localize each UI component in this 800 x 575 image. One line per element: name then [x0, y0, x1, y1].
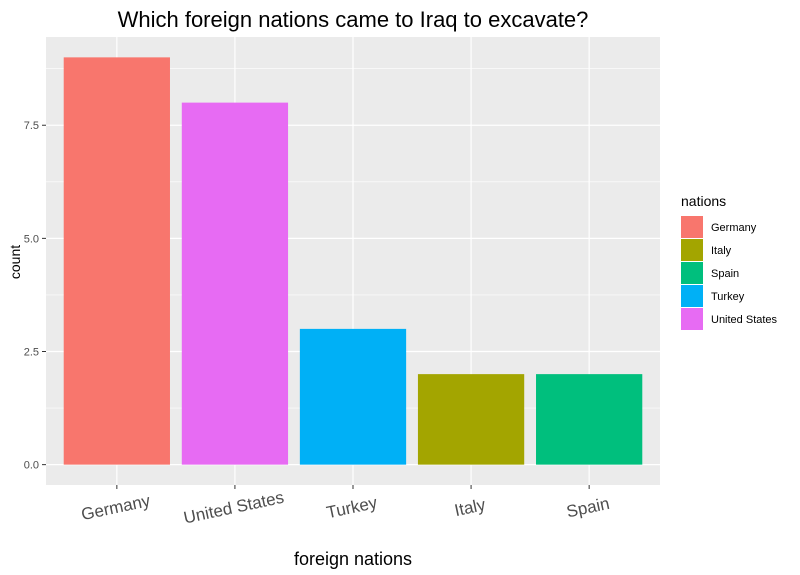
x-axis-title: foreign nations: [294, 549, 412, 569]
legend: nations Germany Italy Spain Turkey United Sta…: [681, 193, 778, 330]
legend-key: [681, 216, 703, 238]
legend-label: United States: [711, 314, 778, 326]
bar-turkey: [299, 328, 407, 465]
bar-united-states: [181, 102, 289, 465]
y-tick-label: 7.5: [24, 120, 39, 132]
legend-label: Turkey: [711, 291, 745, 303]
y-tick-label: 0.0: [24, 460, 39, 472]
y-tick-label: 2.5: [24, 347, 39, 359]
y-axis-title: count: [7, 245, 23, 279]
legend-title: nations: [681, 193, 726, 209]
legend-label: Italy: [711, 245, 732, 257]
legend-key: [681, 308, 703, 330]
bars: [63, 57, 643, 465]
legend-key: [681, 239, 703, 261]
y-axis: 0.0 2.5 5.0 7.5: [24, 120, 46, 472]
bar-germany: [63, 57, 170, 465]
chart-title: Which foreign nations came to Iraq to ex…: [118, 7, 589, 32]
legend-label: Spain: [711, 268, 739, 280]
legend-key: [681, 285, 703, 307]
legend-label: Germany: [711, 222, 757, 234]
y-tick-label: 5.0: [24, 233, 39, 245]
bar-spain: [536, 374, 643, 465]
bar-italy: [417, 374, 525, 465]
legend-key: [681, 262, 703, 284]
